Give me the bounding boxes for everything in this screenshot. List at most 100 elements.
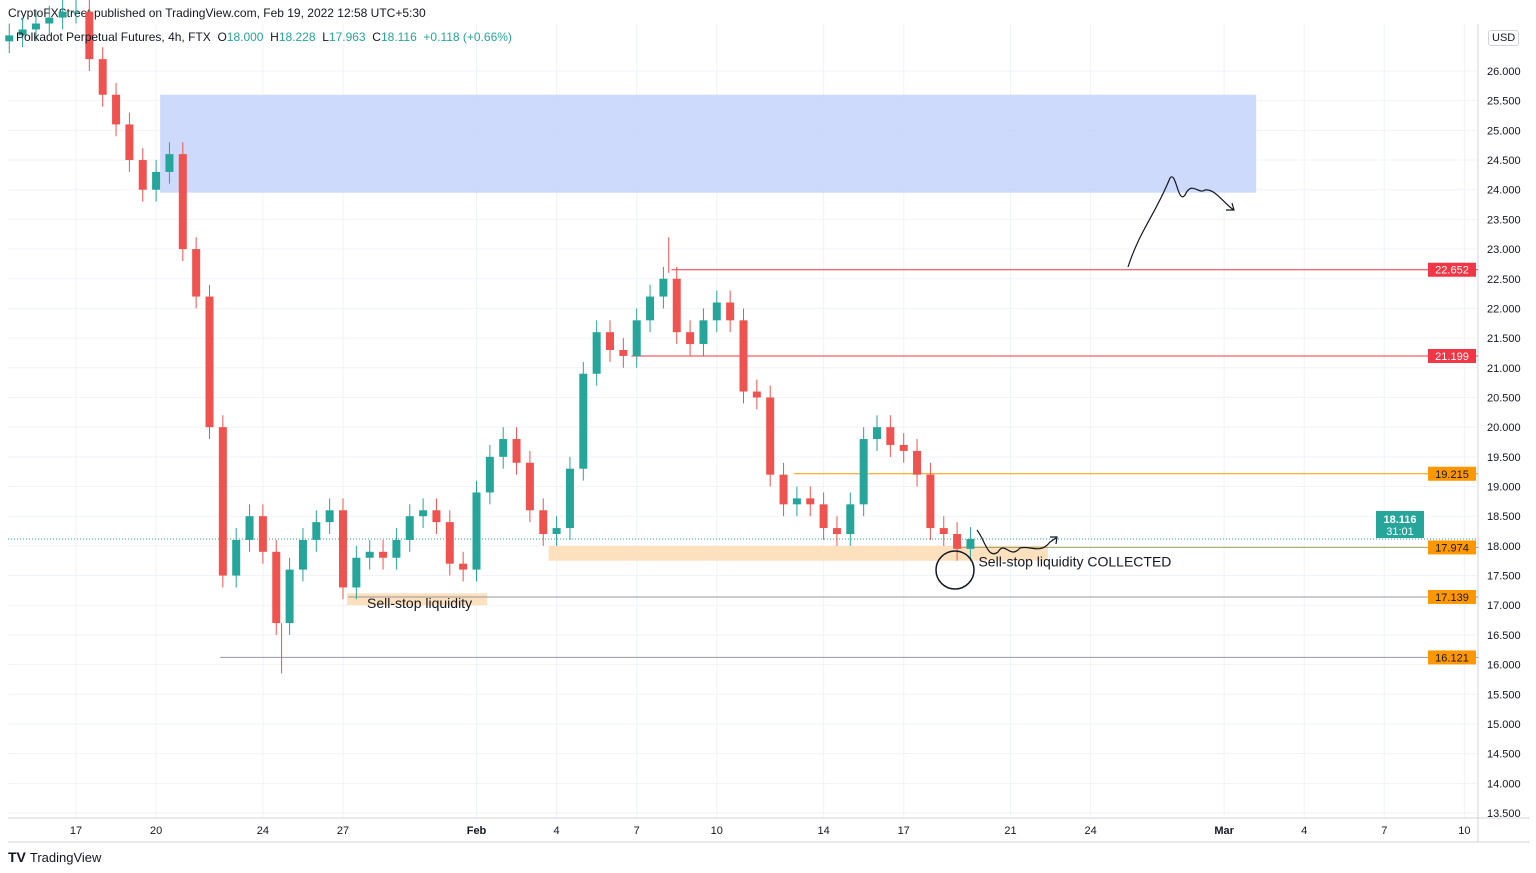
level-price-label: 17.974 <box>1435 542 1469 554</box>
time-tick-label: 10 <box>1458 825 1470 837</box>
candle-body <box>112 94 121 125</box>
candle <box>766 385 775 487</box>
candle-body <box>606 332 614 350</box>
published-caption: CryptoFXStreet published on TradingView.… <box>8 6 426 20</box>
price-tick-label: 19.000 <box>1487 482 1521 494</box>
last-price-label: 18.116 <box>1383 514 1416 526</box>
candle-body <box>966 538 975 549</box>
candle-body <box>272 551 281 624</box>
time-tick-label: 17 <box>898 825 910 837</box>
annotation-label: Sell-stop liquidity COLLECTED <box>978 554 1171 570</box>
candle-body <box>953 534 962 549</box>
candle-body <box>819 504 828 529</box>
time-tick-label: 4 <box>1301 825 1307 837</box>
price-tick-label: 26.000 <box>1487 66 1521 78</box>
price-tick-label: 23.500 <box>1487 214 1521 226</box>
candle-body <box>552 528 561 535</box>
candle <box>218 415 227 588</box>
candle-body <box>258 516 267 552</box>
annotation-label: Sell-stop liquidity <box>367 595 472 611</box>
price-tick-label: 19.500 <box>1487 452 1521 464</box>
candle-body <box>726 302 735 321</box>
candle <box>459 551 468 582</box>
candle-body <box>886 427 895 445</box>
candle <box>138 148 147 202</box>
candle <box>472 480 481 582</box>
candle-body <box>619 349 628 356</box>
candle <box>72 0 80 24</box>
candle-body <box>712 302 721 321</box>
candle <box>245 504 254 552</box>
level-price-label: 22.652 <box>1435 265 1469 277</box>
candle <box>539 498 548 546</box>
time-tick-label: 21 <box>1004 825 1016 837</box>
candle-body <box>659 278 668 297</box>
candle <box>592 320 601 386</box>
candle <box>31 11 40 42</box>
price-tick-label: 22.500 <box>1487 274 1521 286</box>
candle <box>792 486 801 517</box>
candle-body <box>5 35 14 42</box>
candle <box>752 379 761 410</box>
level-price-badge <box>1428 540 1476 555</box>
price-tick-label: 24.500 <box>1487 155 1521 167</box>
candle-body <box>806 498 815 505</box>
candle <box>419 498 428 529</box>
candle-body <box>245 516 254 540</box>
candle <box>779 462 788 517</box>
close-label: C <box>372 30 381 44</box>
candle <box>85 0 94 71</box>
candle <box>913 439 922 487</box>
liquidity-circle <box>935 550 975 590</box>
candle <box>45 5 54 36</box>
candle-body <box>405 516 414 540</box>
candle <box>272 539 281 635</box>
candle <box>379 539 388 570</box>
change-value: +0.118 (+0.66%) <box>423 30 512 44</box>
price-tick-label: 14.000 <box>1487 778 1521 790</box>
tradingview-logo[interactable]: TV TradingView <box>8 849 101 865</box>
candle <box>205 284 214 440</box>
level-price-label: 17.139 <box>1435 592 1469 604</box>
candle <box>112 82 121 137</box>
candle-body <box>913 450 922 475</box>
candle <box>859 427 868 517</box>
candle <box>699 308 708 356</box>
candle <box>152 160 161 202</box>
open-label: O <box>217 30 227 44</box>
candle-body <box>686 332 695 345</box>
candle <box>512 427 521 475</box>
currency-button[interactable]: USD <box>1488 30 1520 46</box>
candle-body <box>459 563 468 570</box>
candle-body <box>31 23 40 30</box>
close-value: 18.116 <box>380 30 417 44</box>
candle <box>686 320 695 356</box>
sell-stop-zone-2 <box>548 545 1048 561</box>
time-tick-label: 17 <box>70 825 82 837</box>
time-tick-label: 24 <box>1084 825 1096 837</box>
price-tick-label: 17.500 <box>1487 571 1521 583</box>
candle <box>432 498 441 535</box>
candle-body <box>138 160 147 190</box>
candle <box>339 498 347 600</box>
candle <box>606 320 614 362</box>
time-tick-label: 27 <box>337 825 349 837</box>
candle-body <box>152 171 161 190</box>
candle <box>58 0 67 30</box>
level-price-label: 16.121 <box>1435 652 1469 664</box>
candle-body <box>45 17 54 24</box>
candle <box>192 237 201 309</box>
candle <box>899 433 908 463</box>
price-tick-label: 16.000 <box>1487 660 1521 672</box>
candle-body <box>792 498 801 505</box>
candle-body <box>846 504 855 535</box>
candle-body <box>445 522 454 564</box>
candle-body <box>125 124 134 161</box>
candle <box>325 498 334 535</box>
candle-body <box>499 439 508 457</box>
candle <box>125 112 134 172</box>
level-price-label: 21.199 <box>1435 351 1469 363</box>
price-tick-label: 20.000 <box>1487 422 1521 434</box>
